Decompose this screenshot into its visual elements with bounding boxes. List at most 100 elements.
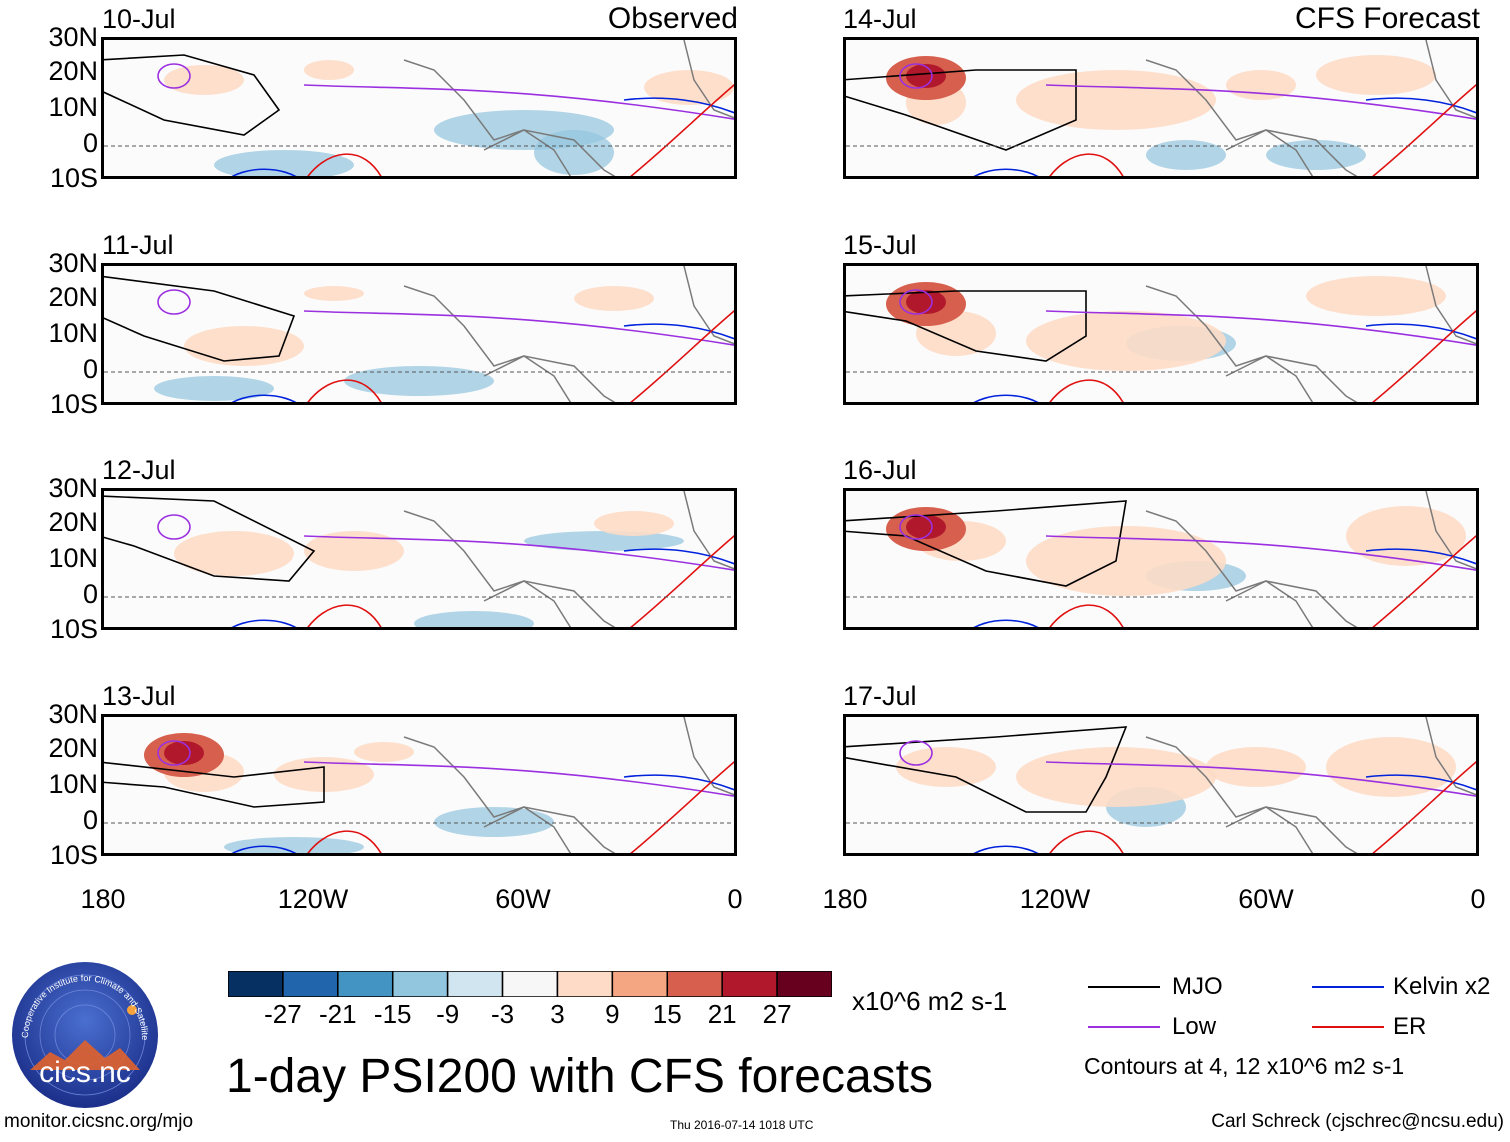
- kelvin-contour: [973, 168, 1039, 176]
- psi-peak-anomaly: [906, 290, 946, 314]
- psi-peak-anomaly: [906, 515, 946, 539]
- map-panel-14-jul: [843, 37, 1479, 179]
- psi-positive-anomaly: [1306, 276, 1446, 316]
- land-outline: [1425, 266, 1476, 345]
- kelvin-contour: [623, 774, 734, 791]
- psi-negative-anomaly: [224, 837, 364, 853]
- mjo-contour: [104, 54, 281, 136]
- panel-date: 17-Jul: [843, 681, 917, 711]
- low-contour: [899, 63, 933, 89]
- er-contour: [630, 761, 734, 853]
- map-panel-12-jul: [101, 488, 737, 630]
- low-contour: [303, 84, 734, 120]
- psi-positive-anomaly: [304, 286, 364, 301]
- land-outline: [683, 491, 734, 570]
- psi-negative-anomaly: [414, 611, 534, 627]
- legend-kelvin: Kelvin x2: [1393, 973, 1491, 1000]
- colorbar-swatch: [337, 971, 394, 997]
- er-contour: [307, 153, 382, 176]
- kelvin-contour: [231, 619, 297, 627]
- lat-label: 20N: [48, 282, 98, 312]
- panel-date: 12-Jul: [102, 455, 176, 485]
- lat-label: 0: [82, 579, 98, 609]
- land-outline: [683, 717, 734, 796]
- er-contour: [1049, 379, 1124, 402]
- psi-negative-anomaly: [524, 531, 684, 551]
- lat-label: 20N: [48, 733, 98, 763]
- colorbar-tick-label: 3: [550, 999, 565, 1029]
- lat-label: 10S: [49, 840, 98, 870]
- panel-date: 14-Jul: [843, 4, 917, 34]
- low-contour: [1045, 535, 1476, 571]
- kelvin-contour: [973, 845, 1039, 853]
- colorbar-tick-label: -3: [490, 999, 515, 1029]
- er-contour: [307, 604, 382, 627]
- lat-label: 0: [82, 805, 98, 835]
- low-contour: [303, 535, 734, 571]
- land-outline: [1225, 355, 1358, 402]
- lat-label: 10N: [48, 769, 98, 799]
- panel-date: 10-Jul: [102, 4, 176, 34]
- colorbar-swatch: [282, 971, 339, 997]
- psi-positive-anomaly: [1026, 526, 1226, 596]
- land-outline: [1425, 717, 1476, 796]
- lat-label: 20N: [48, 507, 98, 537]
- colorbar-swatch: [501, 971, 559, 997]
- low-contour: [157, 514, 191, 540]
- land-outline: [483, 580, 616, 627]
- kelvin-contour: [1365, 323, 1476, 340]
- kelvin-contour: [1365, 774, 1476, 791]
- er-contour: [1049, 153, 1124, 176]
- low-contour: [157, 740, 191, 766]
- low-line-swatch: [1088, 1026, 1160, 1028]
- lat-label: 30N: [48, 248, 98, 278]
- low-contour: [1045, 84, 1476, 120]
- kelvin-contour: [231, 394, 297, 402]
- colorbar: [228, 971, 832, 997]
- psi-positive-anomaly: [1326, 737, 1456, 797]
- lat-label: 10N: [48, 543, 98, 573]
- colorbar-swatch: [721, 971, 778, 997]
- mjo-contour: [846, 726, 1128, 813]
- panel-date: 15-Jul: [843, 230, 917, 260]
- kelvin-contour: [1365, 548, 1476, 565]
- lon-label: 120W: [1019, 884, 1091, 914]
- map-panel-15-jul: [843, 263, 1479, 405]
- er-contour: [1049, 830, 1124, 853]
- land-outline: [1225, 580, 1358, 627]
- lon-label: 120W: [277, 884, 349, 914]
- colorbar-swatch: [611, 971, 669, 997]
- land-outline: [1425, 40, 1476, 119]
- lat-label: 10N: [48, 318, 98, 348]
- psi-positive-anomaly: [1346, 506, 1466, 566]
- psi-positive-anomaly: [1026, 311, 1226, 371]
- er-contour: [307, 830, 382, 853]
- low-contour: [899, 514, 933, 540]
- legend-er: ER: [1393, 1013, 1427, 1040]
- lat-label: 20N: [48, 56, 98, 86]
- colorbar-swatch: [228, 971, 284, 997]
- legend-mjo: MJO: [1172, 973, 1223, 1000]
- er-contour: [1372, 761, 1476, 853]
- land-outline: [683, 40, 734, 119]
- mjo-contour: [846, 69, 1077, 151]
- land-outline: [483, 355, 616, 402]
- land-outline: [1225, 806, 1358, 853]
- low-contour: [303, 310, 734, 346]
- land-outline: [403, 736, 572, 853]
- forecast-label: CFS Forecast: [1294, 2, 1480, 35]
- map-panel-17-jul: [843, 714, 1479, 856]
- colorbar-swatch: [556, 971, 614, 997]
- colorbar-tick-label: 21: [707, 999, 737, 1029]
- lon-label: 180: [80, 884, 126, 914]
- map-panel-16-jul: [843, 488, 1479, 630]
- lon-label: 0: [1470, 884, 1486, 914]
- low-contour: [899, 289, 933, 315]
- psi-negative-anomaly: [1146, 140, 1226, 170]
- kelvin-contour: [231, 845, 297, 853]
- land-outline: [1145, 285, 1314, 402]
- er-contour: [630, 310, 734, 402]
- psi-positive-anomaly: [644, 70, 734, 105]
- psi-positive-anomaly: [184, 326, 304, 366]
- psi-positive-anomaly: [304, 60, 354, 80]
